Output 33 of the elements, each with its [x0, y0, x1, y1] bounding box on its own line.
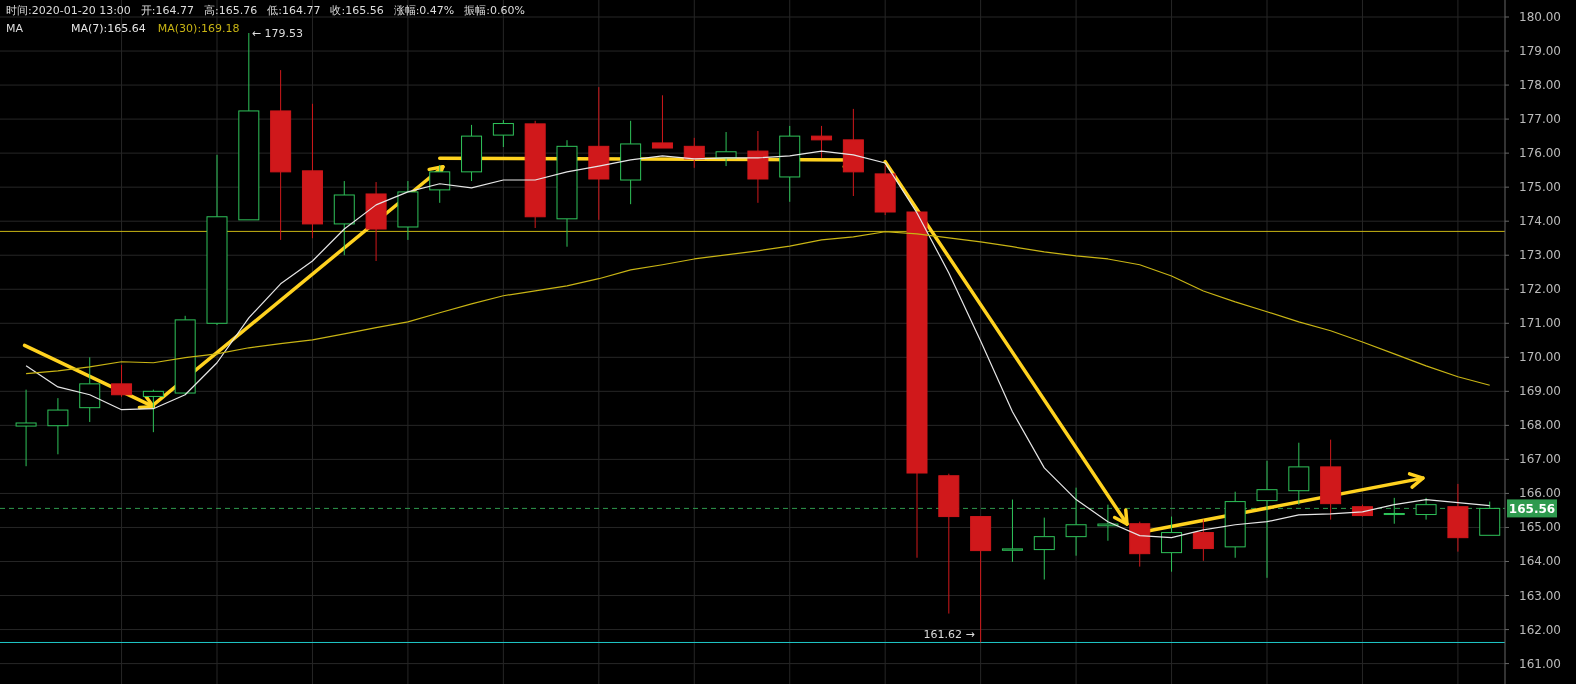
- y-tick-label: 173.00: [1519, 248, 1561, 263]
- y-tick-label: 162.00: [1519, 622, 1561, 637]
- annotation: 开:164.77: [140, 4, 195, 17]
- y-tick-label: 161.00: [1519, 656, 1561, 671]
- annotation: 低:164.77: [267, 4, 321, 17]
- y-tick-label: 168.00: [1519, 418, 1561, 433]
- y-tick-label: 171.00: [1519, 316, 1561, 331]
- text: MA(7):165.64: [71, 22, 146, 35]
- annotation: 高:165.76: [204, 4, 258, 17]
- y-tick-label: 176.00: [1519, 146, 1561, 161]
- y-tick-label: 163.00: [1519, 588, 1561, 603]
- annotation: 收:165.56: [330, 4, 384, 17]
- y-tick-label: 178.00: [1519, 78, 1561, 93]
- annotation: 涨幅:0.47%: [393, 4, 455, 17]
- annotation: ← 179.53: [251, 27, 304, 41]
- annotation: 振幅:0.60%: [464, 4, 525, 17]
- y-tick-label: 165.00: [1519, 520, 1561, 535]
- y-tick-label: 167.00: [1519, 452, 1561, 467]
- y-tick-label: 179.00: [1519, 44, 1561, 59]
- annotation: 161.62 →: [923, 628, 975, 642]
- y-tick-label: 175.00: [1519, 180, 1561, 195]
- annotation: MA: [6, 22, 24, 35]
- y-tick-label: 174.00: [1519, 214, 1561, 229]
- annotation: 时间:2020-01-20 13:00: [6, 4, 131, 17]
- y-tick-label: 180.00: [1519, 10, 1561, 25]
- y-tick-label: 170.00: [1519, 350, 1561, 365]
- price-label: 165.56: [1507, 499, 1557, 518]
- y-tick-label: 169.00: [1519, 384, 1561, 399]
- y-tick-label: 172.00: [1519, 282, 1561, 297]
- y-tick-label: 166.00: [1519, 486, 1561, 501]
- y-tick-label: 164.00: [1519, 554, 1561, 569]
- text: MA(30):169.18: [157, 22, 240, 35]
- y-tick-label: 177.00: [1519, 112, 1561, 127]
